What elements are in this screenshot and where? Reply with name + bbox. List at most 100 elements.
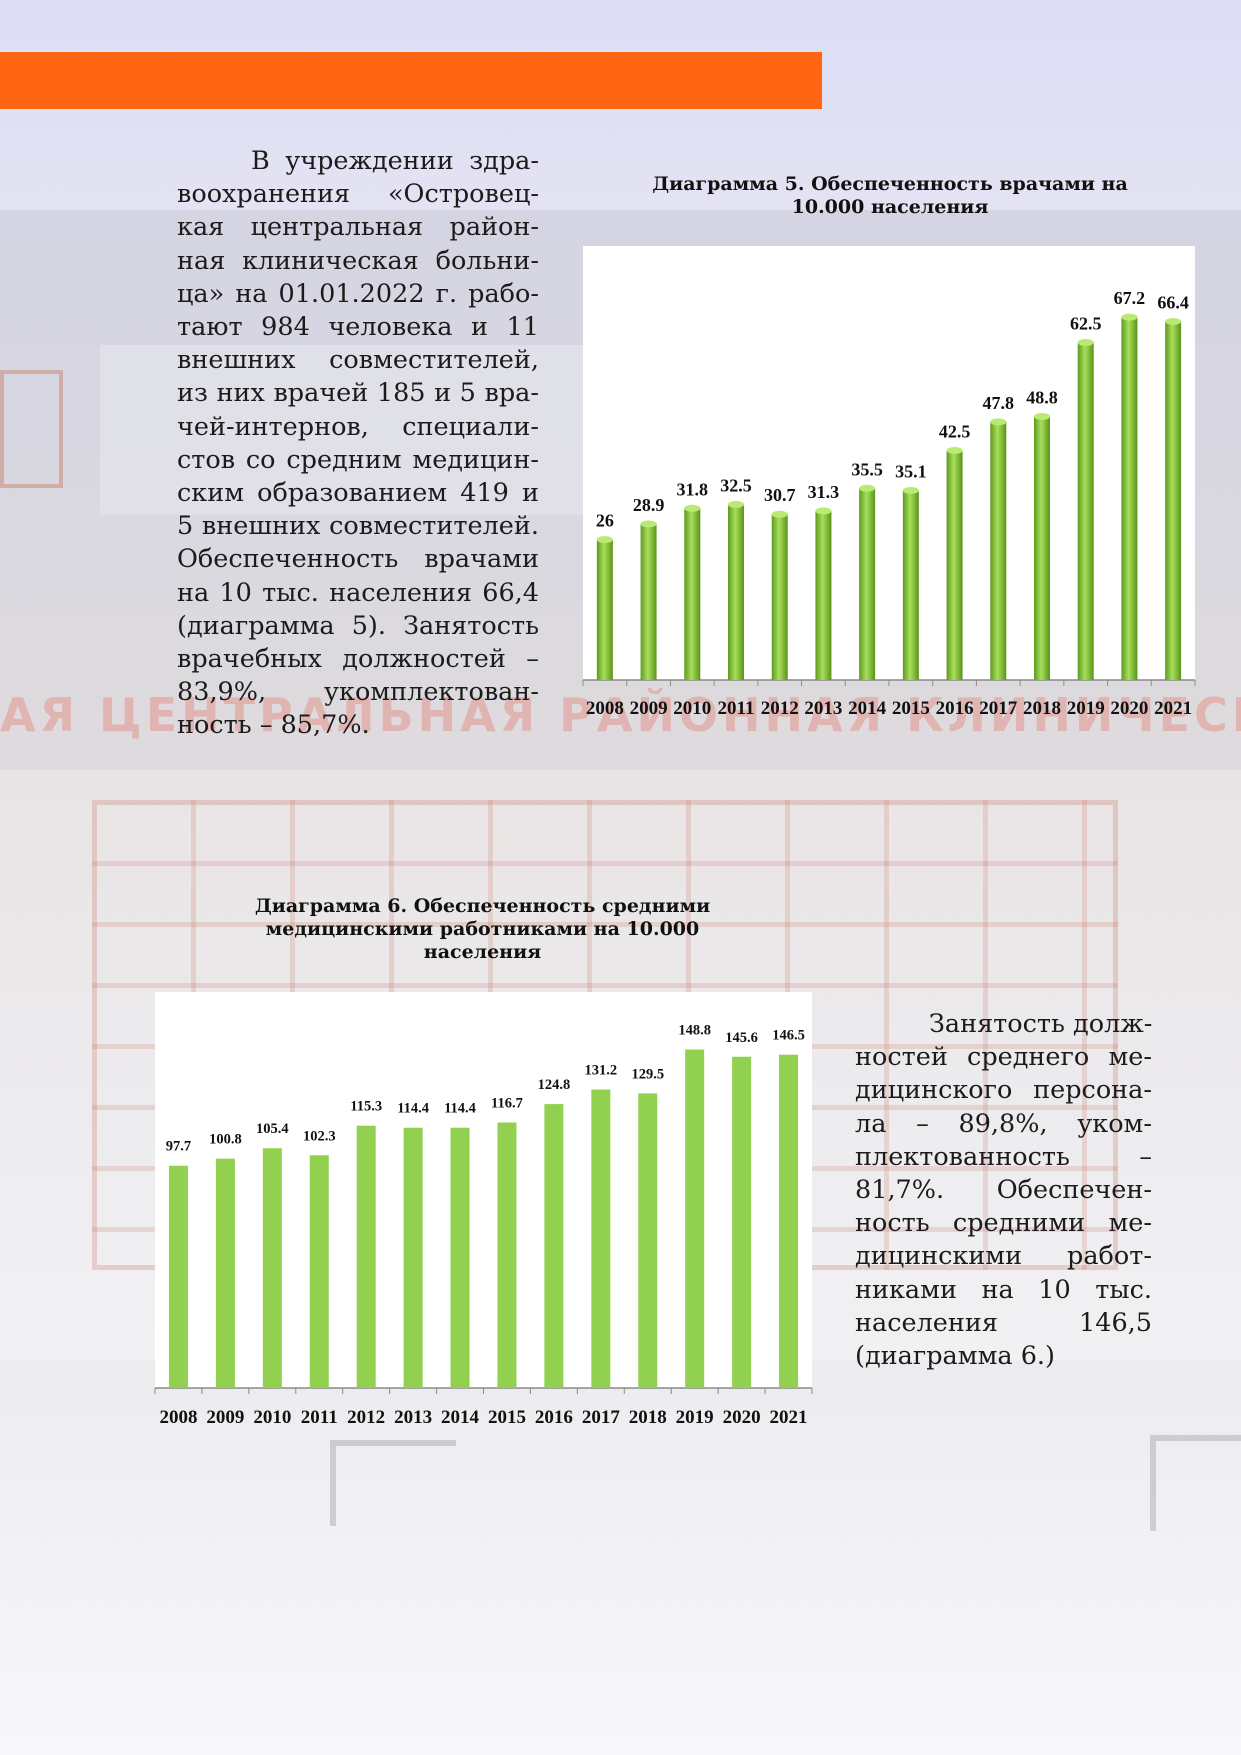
paragraph1-line: Обеспеченность врачами — [177, 544, 539, 575]
paragraph2-line: Занятость долж- — [929, 1009, 1153, 1039]
background-bench-left — [330, 1440, 456, 1526]
category-label-2010: 2010 — [673, 698, 711, 719]
category-label-2016: 2016 — [936, 698, 974, 719]
paragraph1-line: чей-интернов, специали- — [177, 411, 539, 442]
category-label-2011: 2011 — [301, 1407, 338, 1428]
value-label-2021: 146.5 — [772, 1028, 805, 1044]
bar-2009 — [215, 1158, 235, 1388]
bar-2013 — [403, 1127, 423, 1388]
chart6-title: Диаграмма 6. Обеспеченность средними мед… — [210, 895, 755, 964]
bar-2011 — [728, 504, 744, 680]
value-label-2010: 105.4 — [256, 1121, 289, 1137]
value-label-2020: 145.6 — [725, 1030, 758, 1046]
category-label-2013: 2013 — [804, 698, 842, 719]
chart6-title-line-2: медицинскими работниками на 10.000 — [265, 918, 700, 940]
value-label-2016: 124.8 — [538, 1077, 571, 1093]
bar-cap-2015 — [902, 486, 919, 494]
paragraph2-line: дицинскими работ- — [855, 1241, 1152, 1272]
bar-cap-2018 — [1034, 412, 1050, 420]
category-label-2009: 2009 — [206, 1407, 244, 1428]
paragraph2-line: (диаграмма 6.) — [855, 1341, 1055, 1372]
bar-2019 — [685, 1049, 705, 1388]
paragraph1-line: ца» на 01.01.2022 г. рабо- — [177, 278, 539, 309]
category-label-2015: 2015 — [892, 698, 930, 719]
category-label-2019: 2019 — [1067, 698, 1105, 719]
chart6-svg: 97.7 2008 100.8 2009 105.4 2010 102.3 2011 115.3… — [154, 1022, 813, 1428]
header-accent-bar — [0, 52, 822, 109]
bar-2014 — [859, 488, 876, 680]
bar-cap-2011 — [728, 501, 744, 508]
value-label-2021: 66.4 — [1157, 292, 1189, 312]
category-label-2010: 2010 — [253, 1407, 291, 1428]
value-label-2008: 26 — [596, 511, 614, 531]
background-bench-right — [1150, 1435, 1241, 1531]
category-label-2012: 2012 — [347, 1407, 385, 1428]
bar-2015 — [497, 1122, 517, 1388]
paragraph2-line: дицинского персона- — [855, 1075, 1152, 1106]
paragraph1-line: тают 984 человека и 11 — [177, 312, 539, 343]
value-label-2017: 131.2 — [585, 1063, 618, 1079]
value-label-2019: 62.5 — [1070, 314, 1102, 334]
bar-2010 — [262, 1148, 282, 1388]
category-label-2021: 2021 — [1154, 698, 1192, 719]
value-label-2014: 114.4 — [444, 1101, 476, 1117]
category-label-2013: 2013 — [394, 1407, 432, 1428]
paragraph-staffing-nurses: Занятость долж-ностей среднего ме-дицинс… — [855, 1008, 1152, 1373]
category-label-2014: 2014 — [441, 1407, 480, 1428]
bar-2010 — [684, 508, 701, 680]
category-label-2015: 2015 — [488, 1407, 526, 1428]
chart6-title-line-1: Диаграмма 6. Обеспеченность средними — [254, 895, 711, 917]
bar-2018 — [1034, 416, 1050, 680]
value-label-2018: 48.8 — [1026, 387, 1058, 407]
bar-2014 — [450, 1127, 470, 1388]
category-label-2009: 2009 — [630, 698, 668, 719]
chart5-title-line-1: Диаграмма 5. Обеспеченность врачами на — [652, 173, 1128, 195]
chart5-title: Диаграмма 5. Обеспеченность врачами на 1… — [620, 173, 1160, 219]
bar-2012 — [356, 1125, 376, 1388]
bar-cap-2013 — [815, 507, 832, 515]
bar-2020 — [1121, 317, 1138, 680]
bar-cap-2014 — [859, 484, 876, 492]
bar-2020 — [732, 1056, 752, 1388]
category-label-2017: 2017 — [582, 1407, 621, 1428]
category-label-2008: 2008 — [586, 698, 624, 719]
value-label-2013: 114.4 — [397, 1101, 429, 1117]
value-label-2017: 47.8 — [983, 393, 1015, 413]
category-label-2020: 2020 — [723, 1407, 761, 1428]
value-label-2015: 116.7 — [491, 1096, 523, 1112]
paragraph1-line: ским образованием 419 и — [177, 478, 539, 509]
bar-cap-2009 — [640, 520, 657, 528]
bar-2017 — [990, 421, 1007, 680]
bar-cap-2010 — [684, 504, 701, 512]
background-window — [0, 370, 63, 488]
bar-cap-2020 — [1121, 313, 1138, 321]
paragraph1-line: ность – 85,7%. — [177, 710, 370, 741]
value-label-2011: 32.5 — [720, 476, 752, 496]
category-label-2016: 2016 — [535, 1407, 573, 1428]
category-label-2018: 2018 — [629, 1407, 667, 1428]
paragraph2-line: ность средними ме- — [855, 1208, 1152, 1239]
bar-2018 — [638, 1093, 658, 1388]
paragraph1-line: В учреждении здра- — [251, 146, 539, 176]
bar-cap-2012 — [771, 510, 788, 518]
paragraph1-line: (диаграмма 5). Занятость — [177, 610, 539, 641]
value-label-2012: 30.7 — [764, 485, 796, 505]
category-label-2011: 2011 — [718, 698, 755, 719]
value-label-2010: 31.8 — [677, 479, 709, 499]
chart5-svg: 26 2008 28.9 2009 31.8 2010 32.5 2011 30.7 2012 31… — [582, 288, 1196, 719]
bar-cap-2021 — [1165, 317, 1182, 325]
category-label-2018: 2018 — [1023, 698, 1061, 719]
bar-cap-2008 — [596, 536, 613, 544]
paragraph1-line: кая центральная район- — [177, 212, 539, 243]
value-label-2011: 102.3 — [303, 1128, 336, 1144]
category-label-2012: 2012 — [761, 698, 799, 719]
chart6-title-line-3: населения — [423, 941, 542, 963]
bar-2021 — [1165, 321, 1182, 680]
category-label-2014: 2014 — [848, 698, 887, 719]
paragraph1-line: 83,9%, укомплектован- — [177, 677, 539, 708]
paragraph2-line: плектованность – — [855, 1141, 1152, 1172]
value-label-2020: 67.2 — [1114, 288, 1146, 308]
bar-2008 — [168, 1165, 188, 1388]
bar-2017 — [591, 1089, 611, 1388]
bar-cap-2019 — [1077, 339, 1094, 346]
